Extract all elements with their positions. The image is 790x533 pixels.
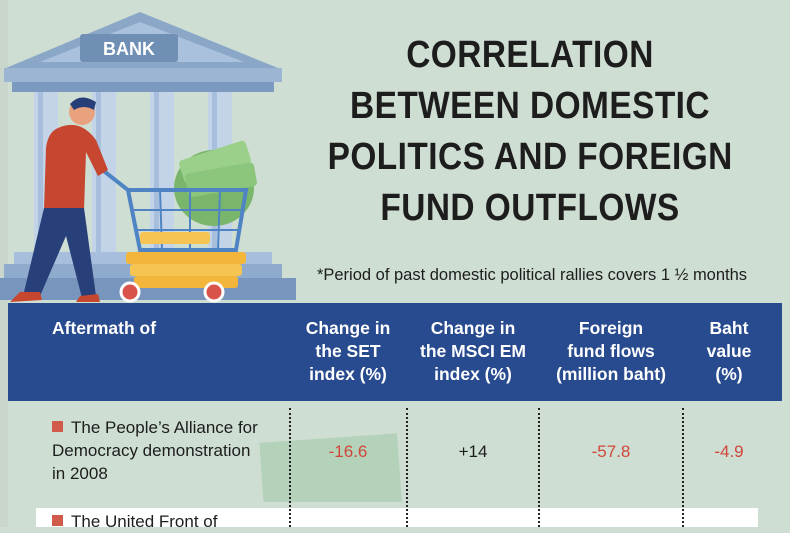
row-highlight: [36, 508, 758, 527]
header-line: index (%): [434, 364, 512, 384]
table-header: Aftermath of Change in the SET index (%)…: [8, 303, 782, 401]
column-divider: [406, 408, 408, 527]
header-line: (%): [715, 364, 743, 384]
left-frame: [0, 0, 8, 527]
title-line: POLITICS AND FOREIGN: [327, 136, 733, 178]
title-line: BETWEEN DOMESTIC: [349, 85, 711, 127]
bullet-square: [52, 421, 63, 432]
man-pants: [24, 208, 96, 298]
page-title: CORRELATION BETWEEN DOMESTIC POLITICS AN…: [328, 30, 733, 234]
title-line: CORRELATION: [406, 34, 654, 76]
header-line: fund flows: [567, 341, 655, 361]
row-label: The People’s Alliance for Democracy demo…: [52, 416, 258, 485]
coin-stack: [126, 252, 246, 264]
row-label-line: The United Front of: [71, 512, 218, 531]
row-label-line: in 2008: [52, 464, 108, 483]
bullet-square: [52, 515, 63, 526]
header-aftermath: Aftermath of: [52, 318, 157, 338]
cart-wheel: [203, 281, 225, 303]
bank-illustration: BANK: [0, 12, 296, 303]
header-line: the MSCI EM: [420, 341, 526, 361]
footnote: *Period of past domestic political ralli…: [316, 266, 748, 284]
msci-change-value: +14: [458, 442, 488, 461]
fund-flows-value: -57.8: [591, 442, 631, 461]
header-msci: Change in the MSCI EM index (%): [408, 317, 538, 386]
title-line: FUND OUTFLOWS: [380, 187, 680, 229]
header-line: the SET: [315, 341, 381, 361]
header-set: Change in the SET index (%): [290, 317, 406, 386]
header-line: index (%): [309, 364, 387, 384]
set-change-value: -16.6: [328, 442, 368, 461]
header-line: (million baht): [556, 364, 666, 384]
column-divider: [682, 408, 684, 527]
bank-sign-text: BANK: [103, 39, 155, 59]
shopping-cart: [125, 188, 249, 252]
header-line: Baht: [709, 318, 749, 338]
row-label: The United Front of: [52, 510, 217, 533]
column-divider: [289, 408, 291, 527]
column-divider: [538, 408, 540, 527]
header-flows: Foreign fund flows (million baht): [540, 317, 682, 386]
man-shirt: [44, 124, 108, 210]
header-line: Foreign: [578, 318, 644, 338]
row-label-line: The People’s Alliance for: [71, 418, 258, 437]
bank-sign: [80, 34, 178, 62]
header-line: Change in: [305, 318, 391, 338]
baht-value: -4.9: [714, 442, 744, 461]
header-line: Change in: [430, 318, 516, 338]
header-baht: Baht value (%): [684, 317, 774, 386]
header-line: value: [706, 341, 752, 361]
cart-wheel: [119, 281, 141, 303]
row-label-line: Democracy demonstration: [52, 441, 251, 460]
